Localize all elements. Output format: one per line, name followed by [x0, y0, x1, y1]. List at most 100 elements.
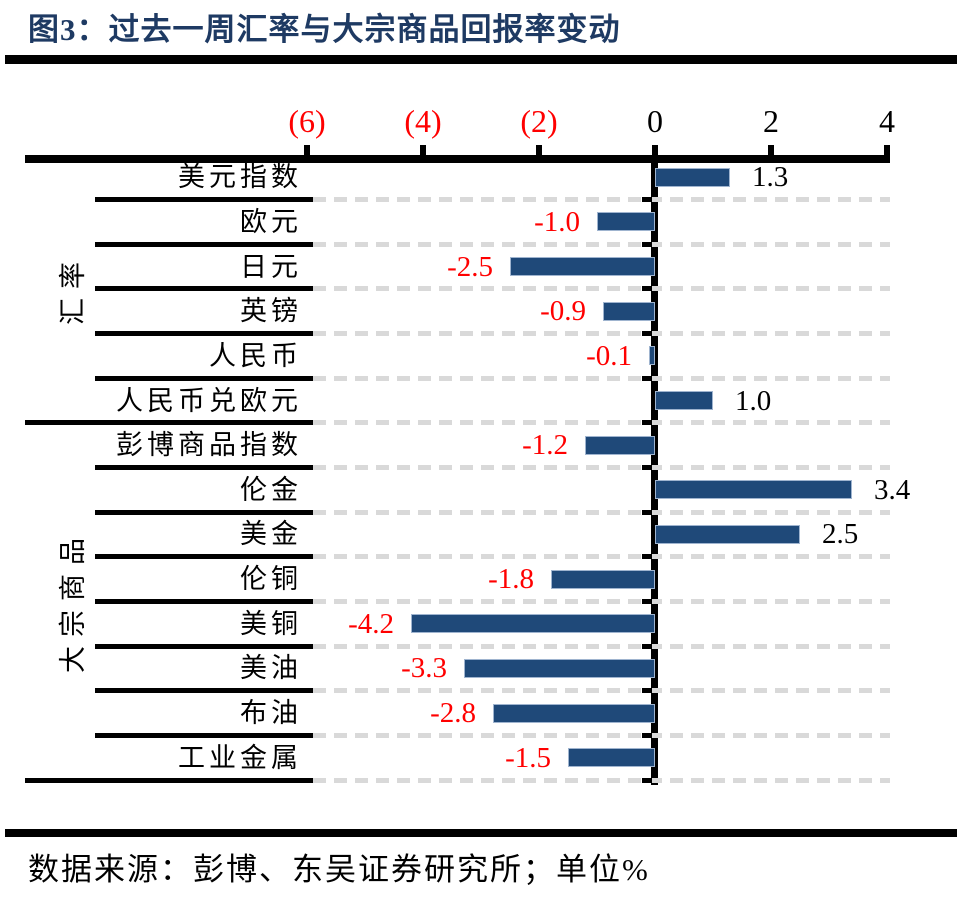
value-label: -4.2	[348, 608, 394, 640]
row-separator	[95, 644, 313, 649]
value-label: -1.8	[488, 563, 534, 595]
data-bar	[510, 257, 655, 276]
category-label: 人民币兑欧元	[116, 386, 302, 416]
x-axis-tick-label: (2)	[520, 103, 558, 139]
row-separator	[95, 599, 313, 604]
data-bar	[603, 302, 655, 321]
figure-title: 图3：过去一周汇率与大宗商品回报率变动	[28, 12, 621, 47]
zero-axis-tick	[642, 778, 652, 783]
x-axis-tick-label: (6)	[288, 103, 326, 139]
category-label: 美金	[240, 519, 302, 549]
row-gridline	[313, 376, 890, 381]
zero-axis-tick	[642, 510, 652, 515]
data-bar	[568, 748, 655, 767]
row-gridline	[313, 286, 890, 291]
zero-axis-tick	[642, 331, 652, 336]
axis-group-label: 汇率	[57, 253, 88, 325]
row-separator	[95, 554, 313, 559]
value-label: -2.8	[430, 697, 476, 729]
category-label: 日元	[240, 252, 302, 282]
zero-axis-tick	[642, 644, 652, 649]
row-separator	[25, 420, 313, 425]
value-label: 2.5	[822, 518, 859, 550]
row-separator	[95, 465, 313, 470]
category-label: 人民币	[209, 341, 302, 371]
category-label: 美铜	[240, 609, 302, 639]
value-label: 1.3	[752, 161, 789, 193]
value-label: -0.9	[540, 295, 586, 327]
row-gridline	[313, 644, 890, 649]
row-separator	[95, 733, 313, 738]
category-label: 美元指数	[178, 162, 302, 192]
zero-axis-tick	[642, 599, 652, 604]
category-label: 美油	[240, 653, 302, 683]
x-axis-tick	[536, 145, 542, 155]
category-label: 欧元	[240, 207, 302, 237]
x-axis-tick-label: 4	[879, 103, 895, 139]
zero-axis-tick	[642, 688, 652, 693]
value-label: -2.5	[447, 251, 493, 283]
zero-axis-tick	[642, 554, 652, 559]
row-gridline	[313, 733, 890, 738]
row-gridline	[313, 420, 890, 425]
category-label: 布油	[240, 698, 302, 728]
data-bar	[585, 436, 655, 455]
x-axis-tick	[652, 145, 658, 155]
value-label: -1.5	[505, 742, 551, 774]
row-separator	[95, 197, 313, 202]
x-axis-tick-label: (4)	[404, 103, 442, 139]
row-separator	[95, 331, 313, 336]
row-separator	[25, 778, 313, 783]
value-label: -1.2	[522, 429, 568, 461]
source-note: 数据来源：彭博、东吴证券研究所；单位%	[28, 852, 650, 887]
x-axis-tick-label: 0	[647, 103, 663, 139]
category-label: 彭博商品指数	[116, 430, 302, 460]
data-bar	[597, 212, 655, 231]
zero-axis-tick	[642, 197, 652, 202]
bar-chart: (6) (4) (2) 0 2 4 美元指数 1.3 欧元 -1.0 日元 -2.5 英镑 -0.9 人民币…	[25, 103, 911, 785]
data-bar	[655, 168, 730, 187]
zero-axis-tick	[642, 733, 652, 738]
row-gridline	[313, 778, 890, 783]
zero-axis-tick	[642, 420, 652, 425]
category-label: 英镑	[240, 296, 302, 326]
x-axis-line	[25, 155, 890, 163]
zero-axis-tick	[642, 465, 652, 470]
x-axis-tick	[304, 145, 310, 155]
x-axis-tick	[768, 145, 774, 155]
value-label: -0.1	[586, 340, 632, 372]
x-axis-tick-label: 2	[763, 103, 779, 139]
x-axis-tick	[420, 145, 426, 155]
row-gridline	[313, 688, 890, 693]
row-separator	[95, 376, 313, 381]
zero-axis-tick	[642, 242, 652, 247]
row-gridline	[313, 465, 890, 470]
value-label: 1.0	[735, 385, 772, 417]
value-label: -3.3	[401, 652, 447, 684]
row-gridline	[313, 510, 890, 515]
row-separator	[95, 688, 313, 693]
category-label: 伦金	[240, 475, 302, 505]
category-label: 工业金属	[178, 743, 302, 773]
data-bar	[411, 614, 655, 633]
row-gridline	[313, 599, 890, 604]
axis-group-label: 大宗商品	[57, 529, 88, 673]
zero-axis-line	[651, 155, 658, 785]
row-separator	[95, 510, 313, 515]
data-bar	[649, 346, 655, 365]
zero-axis-tick	[642, 376, 652, 381]
data-bar	[655, 391, 713, 410]
data-bar	[655, 480, 852, 499]
row-gridline	[313, 554, 890, 559]
zero-axis-tick	[642, 286, 652, 291]
value-label: 3.4	[874, 474, 911, 506]
value-label: -1.0	[534, 206, 580, 238]
row-gridline	[313, 242, 890, 247]
row-separator	[95, 242, 313, 247]
category-label: 伦铜	[240, 564, 302, 594]
data-bar	[464, 659, 655, 678]
title-divider	[5, 55, 957, 64]
row-gridline	[313, 331, 890, 336]
footer-divider	[5, 829, 957, 837]
